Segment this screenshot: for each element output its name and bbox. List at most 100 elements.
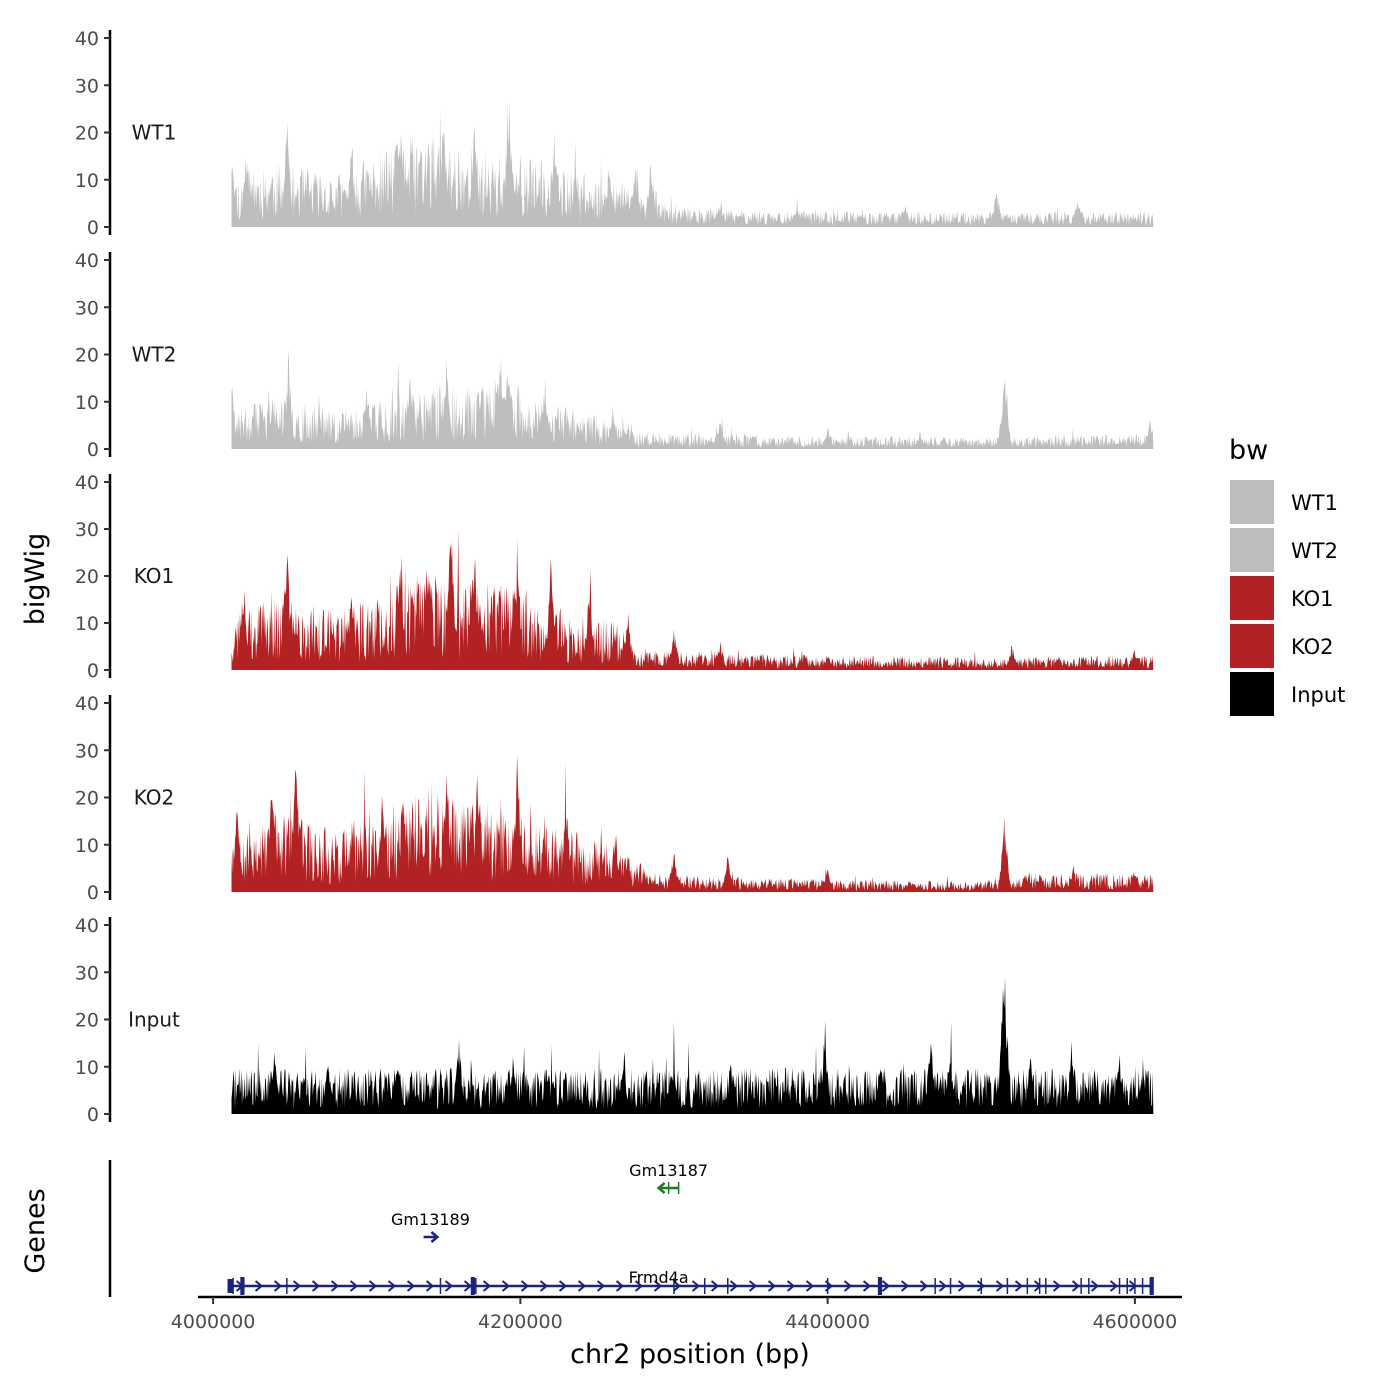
strand-chevron (430, 1231, 440, 1243)
y-tick-label: 40 (75, 693, 99, 715)
legend-swatch (1230, 576, 1274, 620)
y-tick-label: 20 (75, 123, 99, 145)
legend-label: WT1 (1291, 491, 1338, 515)
y-tick-label: 40 (75, 250, 99, 272)
strand-chevron (311, 1280, 321, 1292)
strand-chevron (349, 1280, 359, 1292)
y-tick-label: 30 (75, 297, 99, 319)
exon-block (240, 1277, 245, 1295)
y-tick-label: 10 (75, 835, 99, 857)
strand-chevron (273, 1280, 283, 1292)
genes-axis-title: Genes (20, 1188, 51, 1273)
y-tick-label: 30 (75, 75, 99, 97)
strand-chevron (520, 1280, 530, 1292)
y-tick-label: 20 (75, 788, 99, 810)
legend-swatch (1230, 624, 1274, 668)
gene-label: Frmd4a (629, 1268, 689, 1287)
coverage-area-ko1 (231, 528, 1154, 670)
strand-chevron (653, 1280, 663, 1292)
strand-chevron (558, 1280, 568, 1292)
strand-chevron (843, 1280, 853, 1292)
y-tick-label: 20 (75, 566, 99, 588)
strand-chevron (900, 1280, 910, 1292)
exon-block (470, 1277, 475, 1295)
strand-chevron (805, 1280, 815, 1292)
strand-chevron (577, 1280, 587, 1292)
y-tick-label: 10 (75, 170, 99, 192)
tracks-layer: 0 10 20 30 40 WT1 0 10 20 30 40 WT2 0 10 20 30 40 KO1 0 10 2… (75, 28, 1154, 1126)
strand-chevron (292, 1280, 302, 1292)
strand-chevron (710, 1280, 720, 1292)
legend-label: Input (1291, 683, 1345, 707)
strand-chevron (1014, 1280, 1024, 1292)
strand-chevron (938, 1280, 948, 1292)
coverage-area-input (231, 976, 1154, 1114)
y-tick-label: 30 (75, 740, 99, 762)
legend-item-ko2: KO2 (1230, 624, 1334, 668)
x-tick-label: 4400000 (785, 1311, 870, 1333)
strand-chevron (444, 1280, 454, 1292)
strand-chevron (672, 1280, 682, 1292)
strand-chevron (615, 1280, 625, 1292)
genes-panel: Gm13187 Gm13189 Frmd4a (108, 1160, 1154, 1297)
gene-label: Gm13189 (391, 1210, 470, 1229)
x-tick-label: 4000000 (171, 1311, 256, 1333)
strand-chevron (463, 1280, 473, 1292)
legend-swatch (1230, 528, 1274, 572)
strand-chevron (596, 1280, 606, 1292)
track-label: WT1 (132, 121, 177, 145)
track-wt1: 0 10 20 30 40 WT1 (75, 28, 1154, 239)
strand-chevron (691, 1280, 701, 1292)
x-tick-label: 4200000 (478, 1311, 563, 1333)
y-tick-label: 10 (75, 392, 99, 414)
track-wt2: 0 10 20 30 40 WT2 (75, 250, 1154, 461)
strand-chevron (501, 1280, 511, 1292)
coverage-area-ko2 (231, 754, 1154, 892)
strand-chevron (786, 1280, 796, 1292)
strand-chevron (387, 1280, 397, 1292)
y-tick-label: 30 (75, 962, 99, 984)
coverage-area-wt2 (231, 348, 1154, 449)
y-tick-label: 40 (75, 472, 99, 494)
strand-chevron (957, 1280, 967, 1292)
exon-block (877, 1277, 882, 1295)
legend-label: KO2 (1291, 635, 1334, 659)
legend-item-ko1: KO1 (1230, 576, 1334, 620)
strand-chevron (729, 1280, 739, 1292)
y-tick-label: 20 (75, 345, 99, 367)
x-axis: 4000000 4200000 4400000 4600000 (171, 1295, 1182, 1333)
strand-chevron (1090, 1280, 1100, 1292)
legend-item-wt2: WT2 (1230, 528, 1338, 572)
legend-item-input: Input (1230, 672, 1345, 716)
y-tick-label: 0 (87, 217, 99, 239)
strand-chevron (919, 1280, 929, 1292)
y-tick-label: 10 (75, 613, 99, 635)
legend-label: WT2 (1291, 539, 1338, 563)
strand-chevron (976, 1280, 986, 1292)
strand-chevron (862, 1280, 872, 1292)
strand-chevron (254, 1280, 264, 1292)
gene-label: Gm13187 (629, 1161, 708, 1180)
strand-chevron (406, 1280, 416, 1292)
strand-chevron (368, 1280, 378, 1292)
legend-label: KO1 (1291, 587, 1334, 611)
coverage-area-wt1 (231, 100, 1154, 227)
x-axis-title: chr2 position (bp) (570, 1339, 810, 1370)
strand-chevron (425, 1280, 435, 1292)
legend-swatch (1230, 480, 1274, 524)
strand-chevron (634, 1280, 644, 1292)
legend-item-wt1: WT1 (1230, 480, 1338, 524)
strand-chevron (482, 1280, 492, 1292)
legend-title: bw (1229, 435, 1268, 466)
y-tick-label: 40 (75, 28, 99, 50)
strand-chevron (1109, 1280, 1119, 1292)
strand-chevron (1071, 1280, 1081, 1292)
strand-chevron (1033, 1280, 1043, 1292)
legend-swatch (1230, 672, 1274, 716)
x-tick-label: 4600000 (1093, 1311, 1178, 1333)
strand-chevron (656, 1182, 666, 1194)
exon-block (1149, 1277, 1154, 1295)
y-tick-label: 10 (75, 1057, 99, 1079)
track-label: WT2 (132, 343, 177, 367)
